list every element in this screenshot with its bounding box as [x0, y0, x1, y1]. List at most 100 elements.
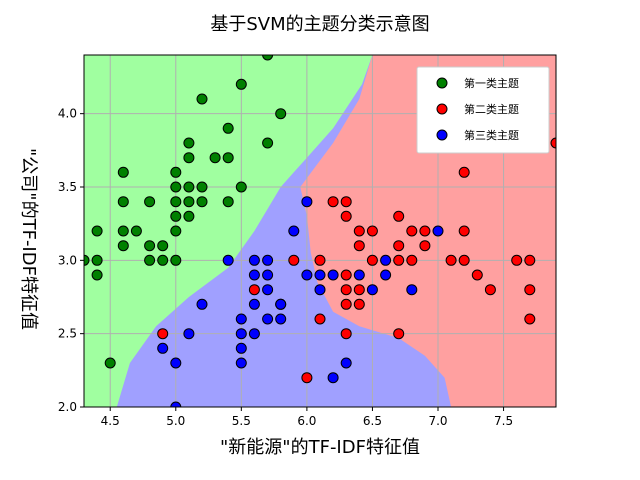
series-3-point [248, 254, 260, 266]
series-3-point [275, 313, 287, 325]
series-3-point [235, 342, 247, 354]
legend-label: 第三类主题 [464, 128, 519, 142]
chart-title: 基于SVM的主题分类示意图 [210, 14, 430, 35]
series-2-point [458, 225, 470, 237]
series-1-point [222, 152, 234, 164]
series-2-point [340, 196, 352, 208]
series-3-point [170, 357, 182, 369]
series-1-point [196, 196, 208, 208]
x-tick-label: 7.5 [494, 414, 513, 428]
series-3-point [432, 225, 444, 237]
series-2-point [366, 225, 378, 237]
series-1-point [183, 210, 195, 222]
series-2-point [445, 254, 457, 266]
series-3-point [262, 254, 274, 266]
series-2-point [353, 225, 365, 237]
series-3-point [301, 196, 313, 208]
plot-frame [83, 54, 557, 408]
series-1-point [144, 254, 156, 266]
series-1-point [157, 240, 169, 252]
series-2-point [248, 284, 260, 296]
y-tick-label: 2.5 [58, 327, 77, 341]
series-1-point [235, 78, 247, 90]
series-2-point [366, 254, 378, 266]
legend-box [416, 66, 550, 154]
series-2-point [353, 298, 365, 310]
series-1-point [209, 152, 221, 164]
series-3-point [406, 284, 418, 296]
series-3-point [327, 372, 339, 384]
series-2-point [327, 196, 339, 208]
series-2-point [340, 269, 352, 281]
y-tick-label: 3.5 [58, 180, 77, 194]
series-3-point [275, 298, 287, 310]
series-1-point [222, 196, 234, 208]
series-1-point [196, 181, 208, 193]
legend-marker [436, 103, 448, 115]
legend-marker [436, 77, 448, 89]
series-2-point [524, 313, 536, 325]
x-tick-label: 6.0 [297, 414, 316, 428]
series-3-point [248, 269, 260, 281]
series-2-point [524, 284, 536, 296]
series-2-point [340, 284, 352, 296]
series-1-point [275, 108, 287, 120]
series-3-point [248, 328, 260, 340]
series-2-point [393, 210, 405, 222]
series-2-point [524, 254, 536, 266]
series-2-point [550, 137, 556, 149]
series-3-point [380, 269, 392, 281]
series-1-point [262, 55, 274, 61]
series-3-point [366, 284, 378, 296]
series-3-point [262, 284, 274, 296]
series-1-point [170, 166, 182, 178]
series-1-point [183, 196, 195, 208]
series-3-point [314, 284, 326, 296]
series-2-point [340, 210, 352, 222]
series-1-point [170, 210, 182, 222]
series-2-point [301, 372, 313, 384]
series-3-point [314, 269, 326, 281]
legend-marker [436, 129, 448, 141]
series-1-point [84, 254, 90, 266]
series-1-point [183, 152, 195, 164]
series-3-point [262, 269, 274, 281]
series-2-point [314, 254, 326, 266]
series-2-point [314, 313, 326, 325]
series-1-point [117, 240, 129, 252]
series-1-point [170, 254, 182, 266]
series-1-point [183, 137, 195, 149]
series-3-point [235, 328, 247, 340]
series-2-point [393, 254, 405, 266]
series-3-point [301, 269, 313, 281]
series-1-point [183, 181, 195, 193]
series-1-point [91, 225, 103, 237]
series-2-point [288, 254, 300, 266]
series-2-point [419, 225, 431, 237]
series-1-point [104, 357, 116, 369]
series-2-point [157, 328, 169, 340]
series-1-point [235, 181, 247, 193]
y-tick-label: 3.0 [58, 253, 77, 267]
series-1-point [157, 254, 169, 266]
series-3-point [380, 254, 392, 266]
series-2-point [340, 328, 352, 340]
series-3-point [183, 328, 195, 340]
x-tick-label: 7.0 [428, 414, 447, 428]
legend-label: 第一类主题 [464, 76, 519, 90]
series-1-point [144, 196, 156, 208]
x-tick-label: 4.5 [101, 414, 120, 428]
series-3-point [157, 342, 169, 354]
series-2-point [458, 254, 470, 266]
series-3-point [196, 298, 208, 310]
x-axis-label: "新能源"的TF-IDF特征值 [220, 437, 420, 458]
series-2-point [353, 284, 365, 296]
series-3-point [235, 313, 247, 325]
series-1-point [130, 225, 142, 237]
series-2-point [419, 240, 431, 252]
x-tick-label: 5.0 [166, 414, 185, 428]
x-tick-label: 6.5 [363, 414, 382, 428]
